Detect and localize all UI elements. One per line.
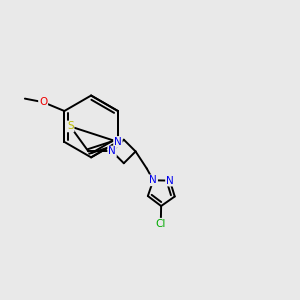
Text: N: N bbox=[149, 175, 157, 185]
Text: Cl: Cl bbox=[156, 219, 166, 229]
Text: S: S bbox=[67, 122, 74, 131]
Text: N: N bbox=[166, 176, 174, 186]
Text: N: N bbox=[108, 146, 116, 157]
Text: O: O bbox=[39, 97, 47, 107]
Text: N: N bbox=[114, 137, 122, 147]
